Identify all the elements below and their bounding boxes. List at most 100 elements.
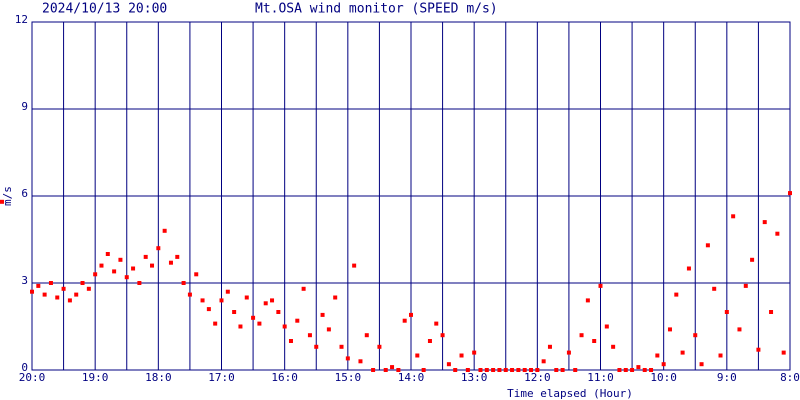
point: [295, 318, 300, 323]
point: [377, 344, 382, 349]
point: [731, 214, 736, 219]
point: [225, 289, 230, 294]
point: [497, 368, 502, 372]
x-tick-label: 9:0: [717, 371, 737, 384]
point: [257, 321, 262, 326]
point: [244, 295, 249, 300]
point: [674, 292, 679, 297]
point: [554, 368, 559, 372]
point: [598, 283, 603, 288]
point: [36, 283, 41, 288]
point: [434, 321, 439, 326]
y-tick-label: 3: [21, 274, 28, 287]
point: [478, 368, 483, 372]
point: [649, 368, 654, 372]
point: [775, 231, 780, 236]
point: [118, 257, 123, 262]
point: [74, 292, 79, 297]
point: [535, 368, 540, 372]
point: [718, 353, 723, 358]
point: [440, 333, 445, 338]
point: [465, 368, 470, 372]
point: [80, 281, 85, 285]
x-axis-label: Time elapsed (Hour): [507, 387, 633, 400]
point: [421, 368, 426, 372]
point: [352, 263, 357, 268]
point: [282, 324, 287, 329]
point: [541, 359, 546, 364]
point: [750, 257, 755, 262]
x-tick-label: 13:0: [461, 371, 488, 384]
point: [592, 339, 597, 343]
point: [655, 353, 660, 358]
point: [636, 365, 641, 370]
point: [206, 307, 211, 312]
point: [143, 254, 148, 259]
x-tick-label: 17:0: [208, 371, 235, 384]
point: [756, 347, 761, 352]
point: [238, 324, 243, 329]
point: [510, 368, 515, 372]
point: [270, 298, 275, 303]
point: [175, 254, 180, 259]
y-tick-label: 6: [21, 187, 28, 200]
point: [251, 315, 256, 320]
point: [769, 310, 774, 314]
point: [611, 344, 616, 349]
point: [693, 333, 698, 338]
point: [168, 260, 173, 265]
point: [402, 318, 407, 323]
point: [396, 368, 401, 372]
point: [623, 368, 628, 372]
point: [131, 266, 136, 271]
x-tick-label: 16:0: [271, 371, 298, 384]
chart-title: Mt.OSA wind monitor (SPEED m/s): [255, 2, 498, 17]
point: [99, 263, 104, 268]
point: [617, 368, 622, 372]
point: [453, 368, 458, 372]
point: [705, 243, 710, 248]
point: [547, 344, 552, 349]
x-tick-label: 12:0: [524, 371, 551, 384]
point: [781, 350, 786, 355]
chart-subtitle: 2024/10/13 20:00: [42, 2, 167, 17]
point: [566, 350, 571, 355]
point: [630, 368, 635, 372]
point: [55, 295, 60, 300]
point: [301, 286, 306, 291]
point: [314, 344, 319, 349]
point: [48, 281, 53, 285]
point: [200, 298, 205, 303]
point: [661, 362, 666, 367]
x-tick-label: 20:0: [19, 371, 46, 384]
point: [484, 368, 489, 372]
point: [339, 344, 344, 349]
point: [61, 286, 66, 291]
point: [358, 359, 363, 364]
point: [307, 333, 312, 338]
point: [156, 246, 161, 251]
point: [522, 368, 527, 372]
point: [150, 263, 155, 268]
point: [699, 362, 704, 367]
point: [345, 356, 350, 361]
plot-frame: [31, 21, 791, 371]
point: [503, 368, 508, 372]
point: [263, 301, 268, 306]
point: [124, 275, 129, 280]
point: [213, 321, 218, 326]
point: [446, 362, 451, 367]
point: [232, 310, 237, 314]
x-tick-label: 19:0: [82, 371, 109, 384]
point: [105, 252, 110, 256]
point: [712, 286, 717, 291]
x-tick-label: 18:0: [145, 371, 172, 384]
point: [390, 365, 395, 370]
point: [642, 368, 647, 372]
point: [219, 298, 224, 303]
point: [472, 350, 477, 355]
point: [326, 327, 331, 332]
point: [30, 289, 34, 294]
